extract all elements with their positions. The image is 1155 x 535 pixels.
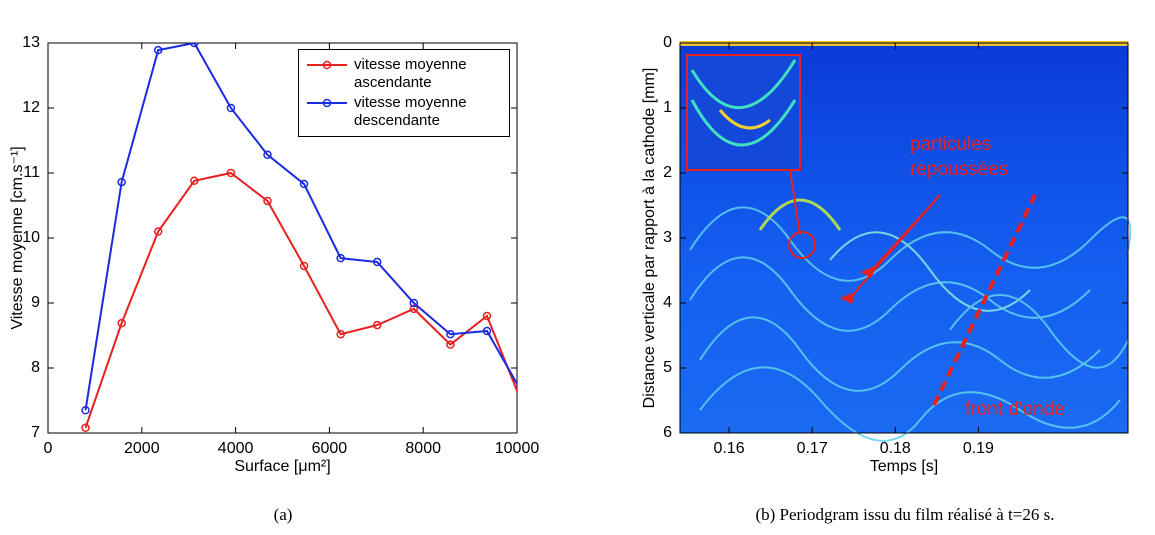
data-point [409, 298, 419, 308]
legend: vitesse moyenne ascendante vitesse moyenn… [298, 49, 510, 137]
data-point [336, 253, 345, 263]
legend-label: vitesse moyenne descendante [354, 94, 467, 129]
y-axis-label: Vitesse moyenne [cm.s⁻¹] [9, 146, 26, 329]
legend-label: vitesse moyenne ascendante [354, 56, 467, 91]
data-point [482, 326, 492, 336]
series-line [84, 43, 517, 411]
x-tick-label: 8000 [405, 440, 441, 457]
y-axis-label: Distance verticale par rapport à la cath… [641, 68, 658, 409]
legend-item: vitesse moyenne descendante [299, 94, 509, 130]
x-axis-label: Surface [μm²] [234, 458, 330, 475]
x-tick-label: 0.19 [963, 440, 994, 457]
periodogram-image [680, 41, 1132, 442]
y-tick-label: 0 [663, 34, 672, 51]
y-tick-label: 6 [663, 424, 672, 441]
x-axis-label: Temps [s] [870, 458, 938, 475]
data-point [520, 404, 527, 411]
y-tick-label: 10 [22, 229, 40, 246]
data-point [299, 261, 309, 271]
y-tick-label: 12 [22, 99, 40, 116]
data-point [190, 43, 199, 48]
data-point [81, 406, 90, 415]
y-tick-label: 11 [23, 164, 40, 181]
annotation: repoussées [910, 159, 1008, 180]
x-tick-label: 0.16 [713, 440, 744, 457]
y-tick-label: 5 [663, 359, 672, 376]
y-tick-label: 8 [31, 359, 40, 376]
data-point [446, 329, 455, 339]
x-tick-label: 2000 [124, 440, 160, 457]
data-point [226, 103, 236, 113]
data-point [446, 340, 455, 349]
y-tick-label: 4 [663, 294, 672, 311]
y-tick-label: 9 [31, 294, 40, 311]
data-point [372, 257, 382, 267]
caption: (a) [274, 505, 293, 524]
data-point [263, 196, 272, 206]
data-point [153, 227, 163, 236]
legend-swatch [307, 98, 347, 108]
annotation: front d'onde [965, 399, 1065, 420]
legend-swatch [307, 60, 347, 70]
y-tick-label: 7 [31, 424, 40, 441]
data-point [81, 423, 90, 433]
data-point [299, 179, 309, 189]
y-tick-label: 13 [22, 34, 40, 51]
x-tick-label: 0.18 [880, 440, 911, 457]
x-tick-label: 10000 [495, 440, 540, 457]
data-point [117, 177, 126, 187]
x-tick-label: 6000 [312, 440, 348, 457]
data-point [153, 45, 163, 55]
x-tick-label: 0 [44, 440, 53, 457]
data-point [482, 311, 492, 321]
data-point [372, 320, 382, 330]
data-point [190, 176, 199, 186]
caption: (b) Periodgram issu du film réalisé à t=… [755, 505, 1054, 524]
x-tick-label: 0.17 [797, 440, 828, 457]
y-tick-label: 1 [663, 99, 672, 116]
plot-area [81, 43, 527, 433]
data-point [117, 318, 126, 328]
y-tick-label: 2 [663, 164, 672, 181]
data-point [520, 392, 527, 399]
series-line [84, 171, 517, 429]
legend-item: vitesse moyenne ascendante [299, 56, 509, 92]
data-point [336, 329, 345, 339]
y-tick-label: 3 [663, 229, 672, 246]
data-point [226, 168, 236, 178]
data-point [409, 304, 419, 314]
annotation: particules [910, 134, 991, 155]
data-point [263, 150, 272, 160]
x-tick-label: 4000 [218, 440, 254, 457]
